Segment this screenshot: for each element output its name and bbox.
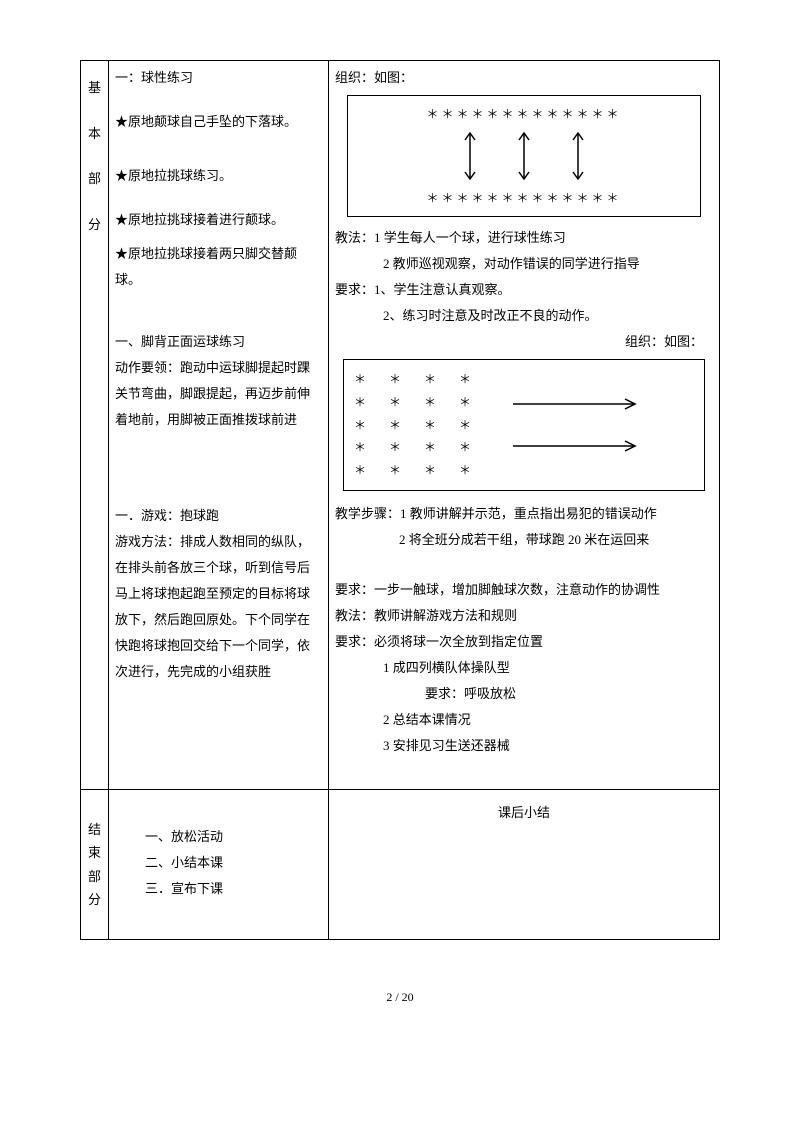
updown-arrow-icon xyxy=(517,130,531,182)
right-arrow-icon xyxy=(511,397,641,411)
bullet-item: ★原地拉挑球练习。 xyxy=(115,163,322,189)
formation-diagram-2: ＊ ＊ ＊ ＊ ＊ ＊ ＊ ＊ ＊ ＊ ＊ ＊ ＊ ＊ ＊ ＊ ＊ ＊ ＊ ＊ xyxy=(343,359,705,491)
section-label-main: 基 本 部 分 xyxy=(81,61,109,790)
org-label: 组织：如图： xyxy=(335,65,713,91)
side-char: 本 xyxy=(88,111,101,157)
bullet-item: ★原地颠球自己手坠的下落球。 xyxy=(115,109,322,135)
side-char: 基 xyxy=(88,65,101,111)
page-footer: 2 / 20 xyxy=(80,990,720,1005)
updown-arrow-icon xyxy=(463,130,477,182)
main-left-column: 一：球性练习 ★原地颠球自己手坠的下落球。 ★原地拉挑球练习。 ★原地拉挑球接着… xyxy=(109,61,329,790)
summary-title: 课后小结 xyxy=(335,794,713,826)
bullet-item: ★原地拉挑球接着两只脚交替颠球。 xyxy=(115,241,322,293)
end-item: 2 总结本课情况 xyxy=(335,707,713,733)
method-line: 2 教师巡视观察，对动作错误的同学进行指导 xyxy=(335,251,713,277)
side-char: 部 xyxy=(88,156,101,202)
req2-line: 要求：一步一触球，增加脚触球次数，注意动作的协调性 xyxy=(335,577,713,603)
block3-title: 一．游戏：抱球跑 xyxy=(115,503,322,529)
side-char: 结 xyxy=(88,818,101,841)
updown-arrow-icon xyxy=(571,130,585,182)
stars-row: ＊＊＊＊＊＊＊＊＊＊＊＊＊ xyxy=(352,102,696,126)
end-activity: 三．宣布下课 xyxy=(145,876,322,902)
side-char: 束 xyxy=(88,841,101,864)
org2-label: 组织：如图： xyxy=(335,329,713,355)
end-item: 3 安排见习生送还器械 xyxy=(335,733,713,759)
side-char: 分 xyxy=(88,888,101,911)
right-arrow-icon xyxy=(511,439,641,453)
end-left-column: 一、放松活动 二、小结本课 三．宣布下课 xyxy=(109,790,329,940)
formation-diagram-1: ＊＊＊＊＊＊＊＊＊＊＊＊＊ ＊＊＊＊＊＊＊＊＊＊＊＊＊ xyxy=(347,95,701,217)
bullet-item: ★原地拉挑球接着进行颠球。 xyxy=(115,207,322,233)
block2-text: 动作要领：跑动中运球脚提起时踝关节弯曲，脚跟提起，再迈步前伸着地前，用脚被正面推… xyxy=(115,355,322,433)
horizontal-arrows xyxy=(511,397,641,453)
block2-title: 一、脚背正面运球练习 xyxy=(115,329,322,355)
block3-text: 游戏方法：排成人数相同的纵队，在排头前各放三个球，听到信号后马上将球抱起跑至预定… xyxy=(115,529,322,685)
end-item: 要求：呼吸放松 xyxy=(335,681,713,707)
star-grid: ＊ ＊ ＊ ＊ ＊ ＊ ＊ ＊ ＊ ＊ ＊ ＊ ＊ ＊ ＊ ＊ ＊ ＊ ＊ ＊ xyxy=(354,368,481,482)
main-right-column: 组织：如图： ＊＊＊＊＊＊＊＊＊＊＊＊＊ ＊＊＊＊＊＊＊＊＊＊＊＊＊ 教法：1 … xyxy=(329,61,720,790)
steps-line: 2 将全班分成若干组，带球跑 20 米在运回来 xyxy=(335,527,713,553)
method2-line: 教法：教师讲解游戏方法和规则 xyxy=(335,603,713,629)
side-char: 分 xyxy=(88,202,101,248)
end-item: 1 成四列横队体操队型 xyxy=(335,655,713,681)
req-line: 2、练习时注意及时改正不良的动作。 xyxy=(335,303,713,329)
exercise-title: 一：球性练习 xyxy=(115,65,322,91)
section-label-end: 结 束 部 分 xyxy=(81,790,109,940)
steps-line: 教学步骤：1 教师讲解并示范，重点指出易犯的错误动作 xyxy=(335,501,713,527)
end-activity: 二、小结本课 xyxy=(145,850,322,876)
side-char: 部 xyxy=(88,865,101,888)
req3-line: 要求：必须将球一次全放到指定位置 xyxy=(335,629,713,655)
req-line: 要求：1、学生注意认真观察。 xyxy=(335,277,713,303)
end-right-column: 课后小结 xyxy=(329,790,720,940)
end-activity: 一、放松活动 xyxy=(145,824,322,850)
lesson-plan-table: 基 本 部 分 一：球性练习 ★原地颠球自己手坠的下落球。 ★原地拉挑球练习。 … xyxy=(80,60,720,940)
method-line: 教法：1 学生每人一个球，进行球性练习 xyxy=(335,225,713,251)
arrows-row xyxy=(352,126,696,186)
stars-row: ＊＊＊＊＊＊＊＊＊＊＊＊＊ xyxy=(352,186,696,210)
